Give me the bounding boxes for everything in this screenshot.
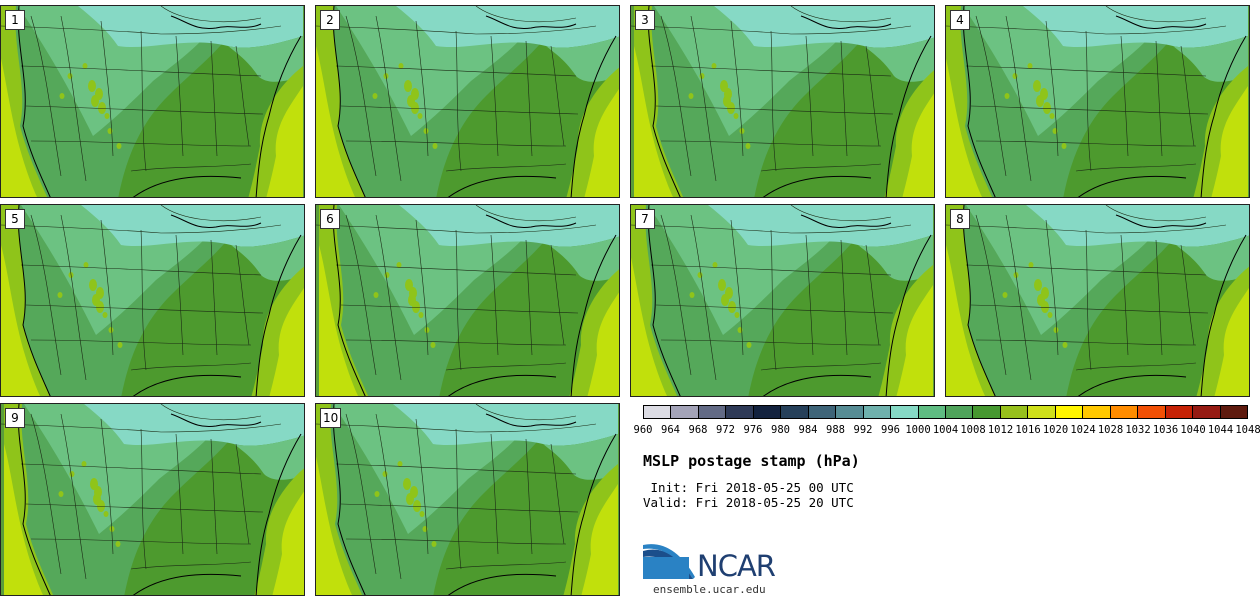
colorbar-swatch <box>726 406 754 418</box>
colorbar-swatch <box>1083 406 1111 418</box>
colorbar-label: 1024 <box>1070 424 1096 436</box>
colorbar-swatch <box>863 406 892 418</box>
stamp-number: 5 <box>5 209 25 229</box>
ncar-logo-text: NCAR <box>697 549 776 583</box>
colorbar <box>643 405 1248 419</box>
valid-time: Valid: Fri 2018-05-25 20 UTC <box>643 495 854 510</box>
colorbar-swatch <box>1110 406 1139 418</box>
colorbar-label: 1008 <box>960 424 986 436</box>
mslp-map <box>1 404 304 595</box>
colorbar-label: 964 <box>661 424 680 436</box>
colorbar-label: 968 <box>688 424 708 436</box>
colorbar-swatch <box>891 406 919 418</box>
mslp-map <box>946 6 1248 197</box>
stamp-number: 4 <box>950 10 970 30</box>
postage-stamp: 1 <box>0 5 305 198</box>
site-url: ensemble.ucar.edu <box>653 583 766 596</box>
colorbar-label: 1048 <box>1235 424 1260 436</box>
colorbar-swatch <box>1193 406 1221 418</box>
colorbar-label: 988 <box>826 424 845 436</box>
colorbar-label: 992 <box>853 424 873 436</box>
init-time: Init: Fri 2018-05-25 00 UTC <box>643 480 854 495</box>
colorbar-swatch <box>698 406 727 418</box>
stamp-number: 3 <box>635 10 655 30</box>
stamp-number: 10 <box>320 408 342 428</box>
colorbar-swatch <box>808 406 837 418</box>
stamp-number: 7 <box>635 209 655 229</box>
colorbar-swatch <box>1028 406 1056 418</box>
colorbar-label: 1040 <box>1180 424 1206 436</box>
mslp-map <box>316 6 619 197</box>
stamp-number: 1 <box>5 10 25 30</box>
colorbar-label: 1004 <box>932 424 959 436</box>
colorbar-swatch <box>945 406 974 418</box>
colorbar-swatch <box>973 406 1001 418</box>
postage-stamp: 3 <box>630 5 935 198</box>
mslp-map <box>1 6 303 197</box>
stamp-number: 2 <box>320 10 340 30</box>
colorbar-swatch <box>671 406 699 418</box>
colorbar-label: 1044 <box>1207 424 1234 436</box>
mslp-map <box>631 205 933 396</box>
mslp-map <box>631 6 934 197</box>
postage-stamp: 8 <box>945 204 1250 397</box>
mslp-map <box>946 205 1249 396</box>
postage-stamp: 10 <box>315 403 620 596</box>
postage-stamp: 2 <box>315 5 620 198</box>
mslp-map <box>1 205 304 396</box>
colorbar-swatch <box>918 406 946 418</box>
colorbar-swatch <box>781 406 809 418</box>
colorbar-label: 996 <box>881 424 900 436</box>
postage-stamp: 5 <box>0 204 305 397</box>
ncar-logo-icon <box>643 544 695 579</box>
chart-title: MSLP postage stamp (hPa) <box>643 452 860 470</box>
colorbar-label: 984 <box>798 424 818 436</box>
postage-stamp: 6 <box>315 204 620 397</box>
colorbar-label: 1000 <box>905 424 931 436</box>
colorbar-label: 1032 <box>1125 424 1151 436</box>
colorbar-label: 1016 <box>1015 424 1041 436</box>
colorbar-label: 1036 <box>1152 424 1179 436</box>
stamp-number: 6 <box>320 209 340 229</box>
colorbar-swatch <box>1165 406 1194 418</box>
colorbar-swatch <box>644 406 672 418</box>
postage-stamp: 9 <box>0 403 305 596</box>
postage-stamp: 7 <box>630 204 935 397</box>
stamp-number: 9 <box>5 408 25 428</box>
colorbar-label: 976 <box>743 424 763 436</box>
colorbar-label: 960 <box>633 424 653 436</box>
colorbar-swatch <box>1000 406 1029 418</box>
postage-stamp: 4 <box>945 5 1250 198</box>
mslp-map <box>316 404 618 595</box>
stamp-number: 8 <box>950 209 970 229</box>
colorbar-label: 972 <box>716 424 735 436</box>
colorbar-label: 980 <box>771 424 790 436</box>
colorbar-label: 1020 <box>1042 424 1069 436</box>
colorbar-labels: 960 964 968 972 976 980 984 988 992 996 1000 1004 10… <box>634 424 1260 438</box>
mslp-map <box>316 205 619 396</box>
colorbar-swatch <box>1220 406 1247 418</box>
colorbar-label: 1012 <box>987 424 1014 436</box>
colorbar-swatch <box>753 406 782 418</box>
colorbar-swatch <box>836 406 864 418</box>
colorbar-swatch <box>1055 406 1084 418</box>
colorbar-label: 1028 <box>1097 424 1124 436</box>
colorbar-swatch <box>1138 406 1166 418</box>
